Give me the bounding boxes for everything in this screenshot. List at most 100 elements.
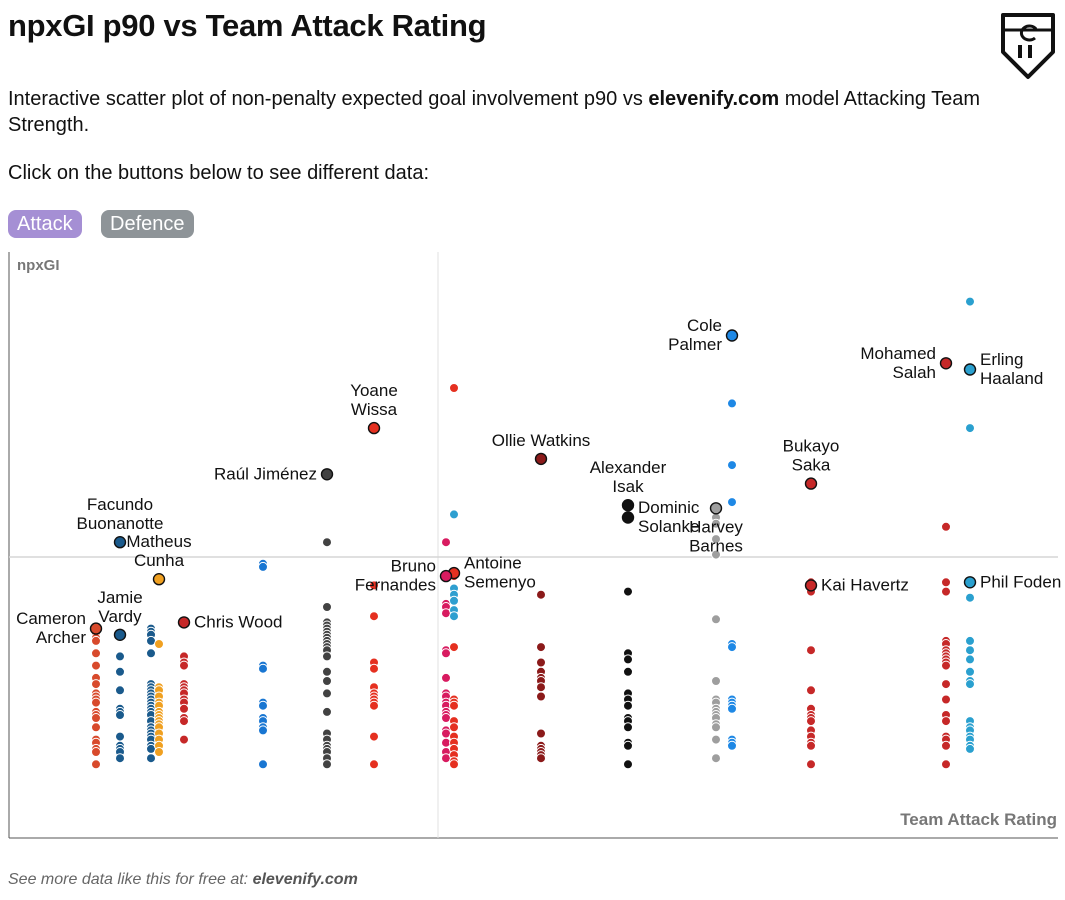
- data-point[interactable]: [154, 639, 164, 649]
- data-point[interactable]: [727, 460, 737, 471]
- data-point[interactable]: [369, 611, 379, 622]
- data-point[interactable]: [711, 753, 721, 764]
- data-point[interactable]: [536, 682, 546, 693]
- data-point[interactable]: [941, 759, 951, 770]
- data-point[interactable]: [536, 642, 546, 653]
- data-point[interactable]: [449, 642, 459, 653]
- data-point[interactable]: [179, 716, 189, 727]
- highlighted-point[interactable]: [89, 622, 103, 635]
- data-point[interactable]: [146, 648, 156, 659]
- data-point[interactable]: [369, 663, 379, 674]
- data-point[interactable]: [115, 685, 125, 696]
- data-point[interactable]: [322, 676, 332, 686]
- data-point[interactable]: [369, 580, 379, 591]
- data-point[interactable]: [258, 759, 268, 770]
- data-point[interactable]: [806, 759, 816, 770]
- data-point[interactable]: [146, 753, 156, 764]
- data-point[interactable]: [91, 648, 101, 659]
- data-point[interactable]: [322, 666, 332, 677]
- data-point[interactable]: [711, 734, 721, 745]
- data-point[interactable]: [941, 586, 951, 597]
- data-point[interactable]: [536, 589, 546, 600]
- data-point[interactable]: [623, 740, 633, 751]
- data-point[interactable]: [711, 614, 721, 625]
- data-point[interactable]: [179, 734, 189, 745]
- data-point[interactable]: [322, 759, 332, 770]
- data-point[interactable]: [727, 740, 737, 751]
- data-point[interactable]: [258, 561, 268, 572]
- data-point[interactable]: [536, 753, 546, 764]
- highlighted-point[interactable]: [439, 569, 453, 583]
- data-point[interactable]: [449, 611, 459, 622]
- data-point[interactable]: [449, 700, 459, 711]
- data-point[interactable]: [965, 679, 975, 690]
- highlighted-point[interactable]: [963, 363, 977, 376]
- elevenify-shield-icon[interactable]: [1000, 12, 1056, 80]
- data-point[interactable]: [941, 577, 951, 588]
- data-point[interactable]: [727, 642, 737, 653]
- data-point[interactable]: [941, 716, 951, 727]
- highlighted-point[interactable]: [320, 468, 334, 481]
- highlighted-point[interactable]: [939, 357, 953, 370]
- data-point[interactable]: [623, 654, 633, 665]
- highlighted-point[interactable]: [621, 511, 635, 524]
- data-point[interactable]: [623, 586, 633, 597]
- data-point[interactable]: [91, 722, 101, 733]
- data-point[interactable]: [965, 296, 975, 307]
- highlighted-point[interactable]: [113, 628, 127, 641]
- data-point[interactable]: [91, 679, 101, 690]
- data-point[interactable]: [91, 747, 101, 757]
- site-link[interactable]: elevenify.com: [648, 88, 780, 110]
- highlighted-point[interactable]: [621, 499, 635, 512]
- data-point[interactable]: [322, 602, 332, 612]
- data-point[interactable]: [449, 509, 459, 520]
- data-point[interactable]: [711, 722, 721, 733]
- data-point[interactable]: [965, 654, 975, 665]
- data-point[interactable]: [441, 648, 451, 659]
- data-point[interactable]: [369, 759, 379, 770]
- highlighted-point[interactable]: [725, 329, 739, 342]
- data-point[interactable]: [91, 660, 101, 671]
- data-point[interactable]: [449, 722, 459, 733]
- data-point[interactable]: [449, 383, 459, 393]
- data-point[interactable]: [623, 700, 633, 711]
- data-point[interactable]: [115, 666, 125, 677]
- data-point[interactable]: [154, 747, 164, 757]
- data-point[interactable]: [965, 635, 975, 646]
- data-point[interactable]: [941, 694, 951, 705]
- data-point[interactable]: [258, 725, 268, 736]
- data-point[interactable]: [965, 645, 975, 656]
- highlighted-point[interactable]: [152, 573, 166, 586]
- data-point[interactable]: [115, 651, 125, 662]
- footer-link[interactable]: elevenify.com: [252, 871, 358, 888]
- data-point[interactable]: [806, 685, 816, 696]
- data-point[interactable]: [115, 753, 125, 764]
- data-point[interactable]: [727, 497, 737, 508]
- data-point[interactable]: [806, 645, 816, 656]
- data-point[interactable]: [115, 731, 125, 742]
- data-point[interactable]: [965, 666, 975, 677]
- data-point[interactable]: [536, 691, 546, 702]
- defence-button[interactable]: Defence: [101, 210, 194, 238]
- data-point[interactable]: [91, 697, 101, 708]
- highlighted-point[interactable]: [534, 452, 548, 466]
- data-point[interactable]: [965, 423, 975, 434]
- data-point[interactable]: [369, 700, 379, 711]
- highlighted-point[interactable]: [804, 579, 818, 592]
- data-point[interactable]: [322, 688, 332, 699]
- data-point[interactable]: [941, 660, 951, 671]
- data-point[interactable]: [711, 534, 721, 545]
- data-point[interactable]: [623, 759, 633, 770]
- data-point[interactable]: [965, 743, 975, 754]
- highlighted-point[interactable]: [113, 536, 127, 549]
- data-point[interactable]: [449, 759, 459, 770]
- highlighted-point[interactable]: [709, 502, 723, 515]
- highlighted-point[interactable]: [177, 616, 191, 629]
- data-point[interactable]: [449, 595, 459, 606]
- data-point[interactable]: [806, 716, 816, 727]
- data-point[interactable]: [441, 537, 451, 548]
- data-point[interactable]: [258, 663, 268, 674]
- highlighted-point[interactable]: [804, 477, 818, 490]
- data-point[interactable]: [536, 728, 546, 739]
- data-point[interactable]: [623, 722, 633, 733]
